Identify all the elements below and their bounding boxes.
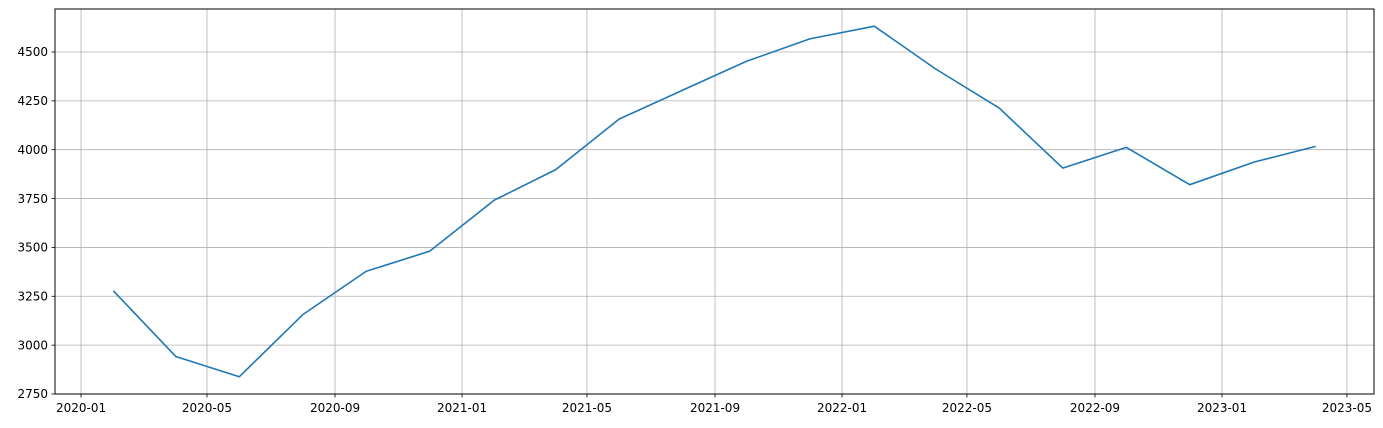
- series-line: [112, 25, 1316, 378]
- y-axis: 2750 3000 3250 3500 3750 4000 4250 4500: [17, 45, 55, 401]
- x-tick-label: 2023-05: [1322, 401, 1372, 415]
- x-axis: 2020-01 2020-05 2020-09 2021-01 2021-05 2021-…: [56, 394, 1372, 415]
- x-tick-label: 2022-09: [1070, 401, 1120, 415]
- y-tick-label: 3000: [17, 338, 48, 352]
- y-tick-label: 4250: [17, 94, 48, 108]
- x-tick-label: 2020-05: [182, 401, 232, 415]
- x-tick-label: 2021-05: [562, 401, 612, 415]
- y-tick-label: 2750: [17, 387, 48, 401]
- y-tick-label: 3250: [17, 289, 48, 303]
- x-tick-label: 2022-01: [817, 401, 867, 415]
- y-tick-label: 4000: [17, 143, 48, 157]
- x-tick-label: 2020-01: [56, 401, 106, 415]
- y-tick-label: 3750: [17, 192, 48, 206]
- y-tick-label: 3500: [17, 241, 48, 255]
- x-tick-label: 2023-01: [1197, 401, 1247, 415]
- x-tick-label: 2022-05: [942, 401, 992, 415]
- y-tick-label: 4500: [17, 45, 48, 59]
- x-tick-label: 2021-09: [690, 401, 740, 415]
- series-layer: [112, 25, 1316, 378]
- x-tick-label: 2021-01: [437, 401, 487, 415]
- x-tick-label: 2020-09: [310, 401, 360, 415]
- plot-frame: [54, 8, 1375, 395]
